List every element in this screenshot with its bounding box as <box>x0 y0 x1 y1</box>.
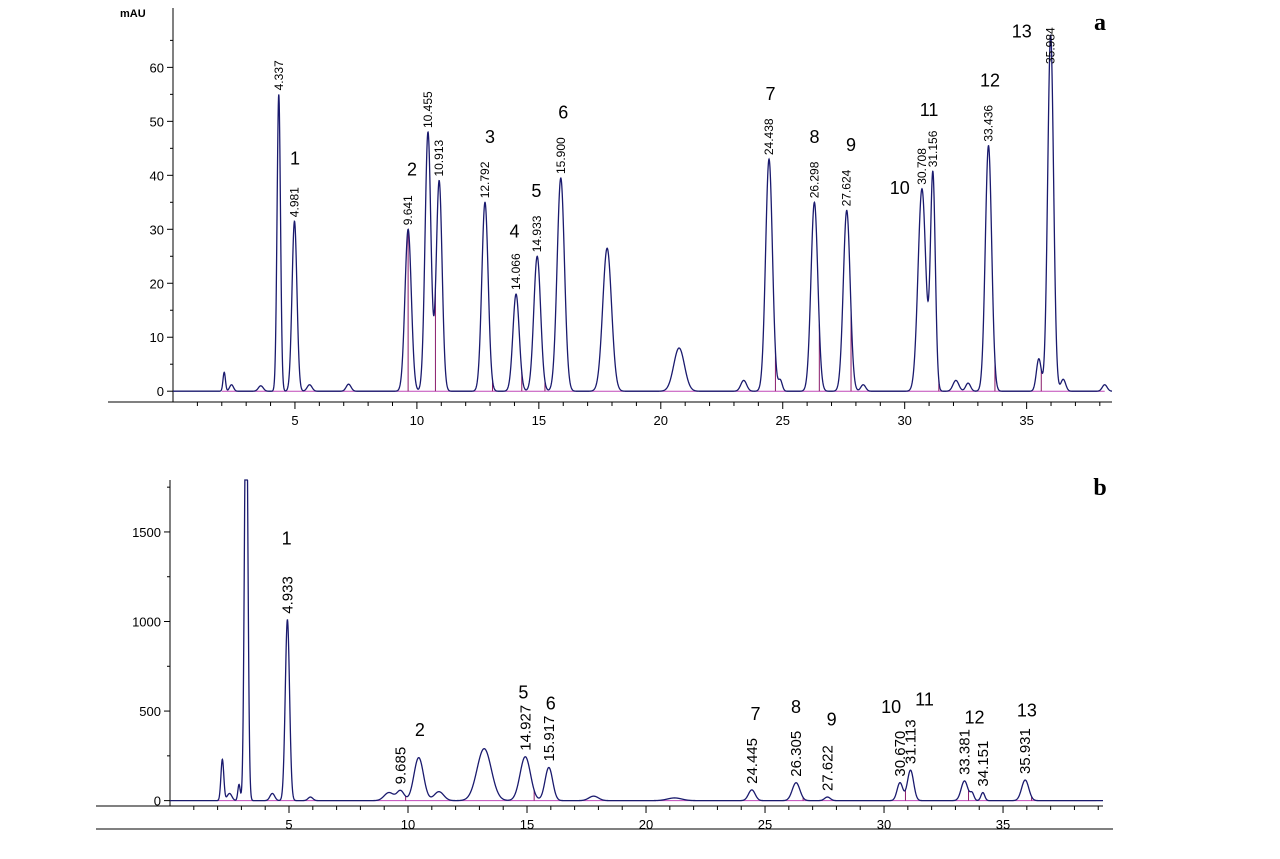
peak-number-label: 2 <box>407 159 417 179</box>
retention-time-label: 14.933 <box>530 215 544 252</box>
peak-number-label: 9 <box>827 709 837 729</box>
retention-time-label: 33.381 <box>957 729 974 775</box>
x-tick-label: 10 <box>410 413 424 428</box>
x-tick-label: 15 <box>532 413 546 428</box>
peak-number-label: 8 <box>791 697 801 717</box>
peak-number-label: 7 <box>750 704 760 724</box>
x-tick-label: 35 <box>1019 413 1033 428</box>
y-tick-label: 30 <box>150 222 164 237</box>
retention-time-label: 26.298 <box>807 161 821 198</box>
y-tick-label: 0 <box>154 794 161 809</box>
signal-trace <box>173 34 1113 392</box>
retention-time-label: 35.931 <box>1017 728 1034 774</box>
peak-number-label: 12 <box>980 70 1000 90</box>
x-tick-label: 5 <box>285 817 292 832</box>
retention-time-label: 27.622 <box>819 745 836 791</box>
retention-time-label: 33.436 <box>981 105 995 142</box>
retention-time-label: 9.685 <box>393 747 410 785</box>
retention-time-label: 10.455 <box>421 91 435 128</box>
retention-time-label: 27.624 <box>840 169 854 206</box>
retention-time-label: 34.151 <box>975 741 992 787</box>
retention-time-label: 31.156 <box>926 130 940 167</box>
y-tick-label: 50 <box>150 114 164 129</box>
peak-number-label: 8 <box>809 127 819 147</box>
x-tick-label: 20 <box>654 413 668 428</box>
x-tick-label: 30 <box>877 817 891 832</box>
peak-number-label: 5 <box>531 181 541 201</box>
peak-number-label: 6 <box>558 103 568 123</box>
x-tick-label: 30 <box>897 413 911 428</box>
y-tick-label: 60 <box>150 60 164 75</box>
signal-trace <box>170 479 1103 802</box>
panel-label: b <box>1093 475 1106 501</box>
retention-time-label: 4.933 <box>279 576 296 614</box>
x-tick-label: 25 <box>776 413 790 428</box>
peak-number-label: 11 <box>915 690 934 710</box>
peak-number-label: 10 <box>881 697 901 717</box>
peak-number-label: 5 <box>518 683 528 703</box>
x-tick-label: 10 <box>401 817 415 832</box>
peak-number-label: 4 <box>509 221 519 241</box>
retention-time-label: 14.066 <box>509 253 523 290</box>
retention-time-label: 30.670 <box>892 731 909 777</box>
peak-number-label: 11 <box>920 100 939 120</box>
retention-time-label: 35.984 <box>1044 27 1058 64</box>
retention-time-label: 4.337 <box>272 60 286 90</box>
retention-time-label: 24.438 <box>762 118 776 155</box>
peak-number-label: 10 <box>890 178 910 198</box>
retention-time-label: 15.900 <box>554 137 568 174</box>
retention-time-label: 9.641 <box>401 195 415 225</box>
peak-number-label: 1 <box>290 149 300 169</box>
peak-number-label: 6 <box>546 693 556 713</box>
retention-time-label: 14.927 <box>517 705 534 751</box>
retention-time-label: 15.917 <box>541 716 558 762</box>
retention-time-label: 4.981 <box>287 187 301 217</box>
retention-time-label: 12.792 <box>478 161 492 198</box>
retention-time-label: 31.113 <box>903 719 920 764</box>
x-tick-label: 5 <box>291 413 298 428</box>
y-tick-label: 1000 <box>132 615 161 630</box>
peak-number-label: 12 <box>964 708 984 728</box>
retention-time-label: 24.445 <box>744 738 761 784</box>
peak-number-label: 13 <box>1017 700 1037 720</box>
peak-number-label: 1 <box>282 528 292 548</box>
retention-time-label: 10.913 <box>432 140 446 177</box>
y-tick-label: 40 <box>150 168 164 183</box>
x-tick-label: 25 <box>758 817 772 832</box>
y-tick-label: 1500 <box>132 525 161 540</box>
y-tick-label: 10 <box>150 330 164 345</box>
peak-number-label: 3 <box>485 127 495 147</box>
retention-time-label: 30.708 <box>915 148 929 185</box>
y-axis-unit-label: mAU <box>120 8 146 20</box>
retention-time-label: 26.305 <box>788 731 805 777</box>
y-tick-label: 500 <box>139 704 161 719</box>
x-tick-label: 15 <box>520 817 534 832</box>
x-tick-label: 35 <box>996 817 1010 832</box>
peak-number-label: 9 <box>846 135 856 155</box>
panel-label: a <box>1094 10 1106 36</box>
y-tick-label: 20 <box>150 276 164 291</box>
x-tick-label: 20 <box>639 817 653 832</box>
y-tick-label: 0 <box>157 384 164 399</box>
peak-number-label: 13 <box>1012 22 1032 42</box>
peak-number-label: 2 <box>415 720 425 740</box>
peak-number-label: 7 <box>766 84 776 104</box>
